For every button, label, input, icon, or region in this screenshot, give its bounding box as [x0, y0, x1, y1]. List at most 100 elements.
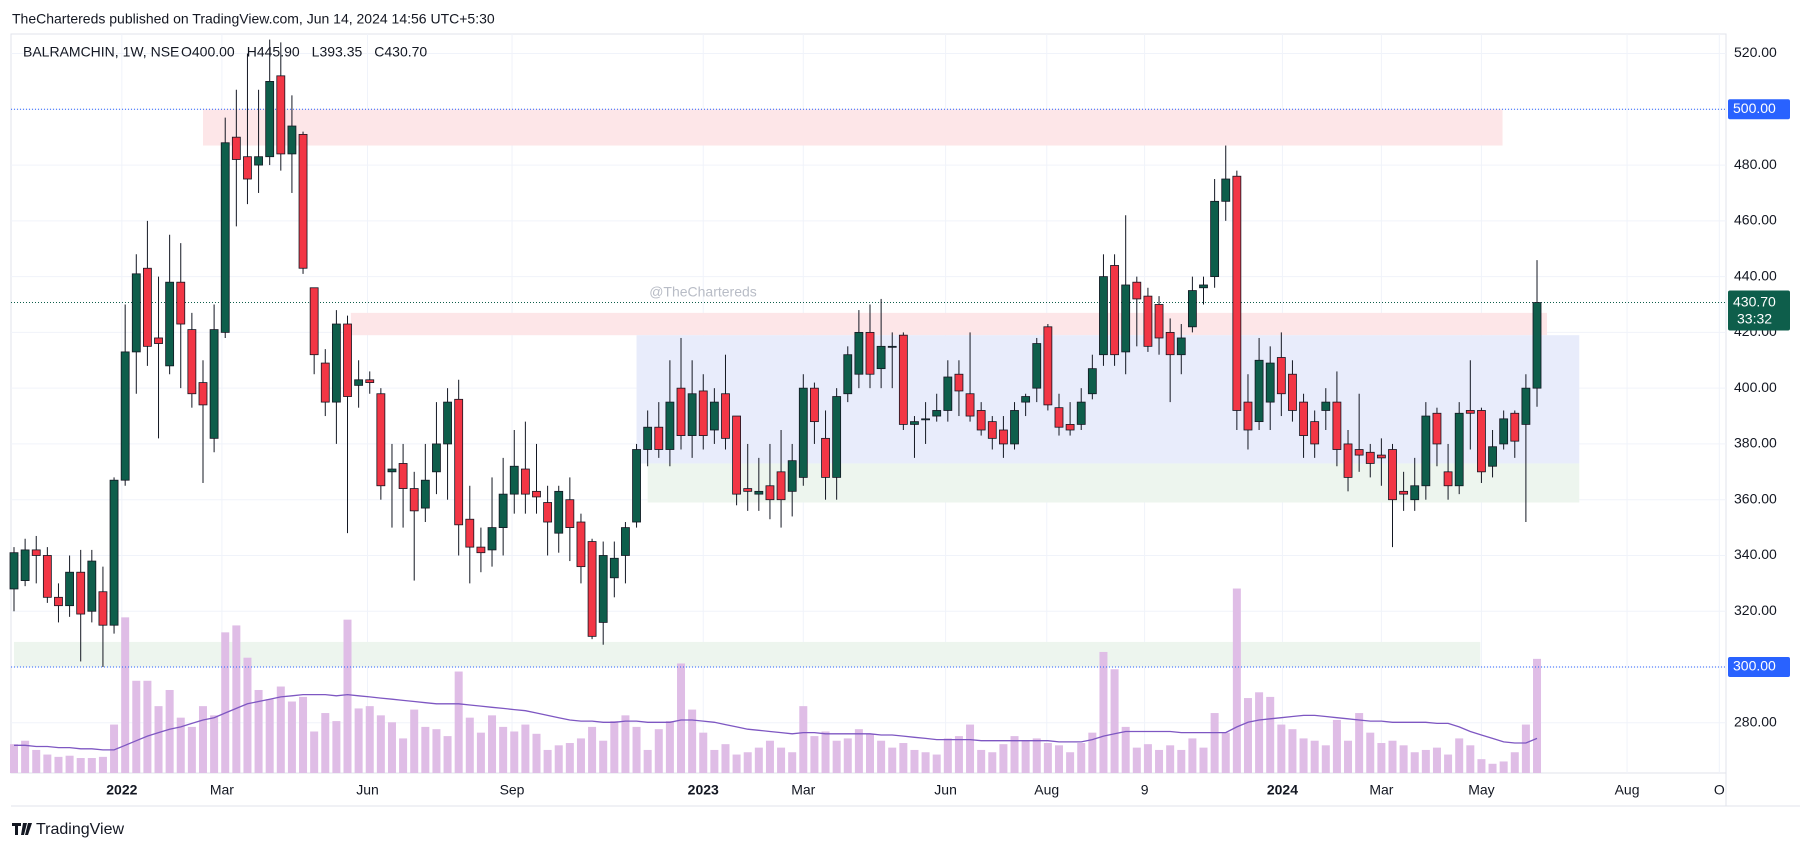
- candle-body: [1332, 401, 1342, 450]
- volume-bar: [732, 754, 741, 773]
- candle-body: [932, 410, 942, 417]
- candle-body: [498, 493, 508, 528]
- volume-bar: [476, 732, 485, 773]
- candle-body: [1354, 449, 1364, 456]
- candle-body: [298, 133, 308, 269]
- volume-bar: [1221, 732, 1230, 773]
- volume-bar: [610, 721, 619, 773]
- x-tick-label: Mar: [791, 782, 815, 798]
- volume-bar: [576, 738, 585, 773]
- x-tick-label: Mar: [1369, 782, 1393, 798]
- volume-bar: [1088, 732, 1097, 773]
- volume-bar: [1521, 724, 1530, 773]
- volume-bar: [1455, 738, 1464, 773]
- volume-bar: [754, 747, 763, 773]
- volume-bar: [1366, 732, 1375, 773]
- candle-body: [1299, 401, 1308, 436]
- y-tick-label: 460.00: [1734, 212, 1777, 228]
- candle-body: [1076, 401, 1086, 425]
- volume-bar: [9, 744, 19, 773]
- volume-bar: [1510, 752, 1519, 773]
- candle-body: [1399, 490, 1409, 495]
- candle-body: [420, 479, 430, 509]
- volume-bar: [32, 749, 41, 773]
- volume-bar: [1155, 749, 1164, 773]
- candle-body: [1165, 331, 1175, 356]
- candle-body: [876, 345, 886, 370]
- candle-body: [154, 337, 163, 344]
- candle-body: [632, 449, 641, 523]
- candle-body: [287, 125, 297, 155]
- candle-body: [943, 376, 953, 411]
- candle-body: [98, 591, 108, 626]
- volume-bar: [1533, 658, 1542, 773]
- candle-body: [1432, 412, 1442, 445]
- volume-bar: [87, 758, 96, 773]
- volume-bar: [665, 721, 674, 773]
- candle-body: [898, 334, 908, 425]
- volume-bar: [176, 717, 185, 773]
- candle-body: [65, 571, 74, 607]
- candle-body: [1254, 359, 1264, 423]
- volume-bar: [954, 736, 963, 773]
- volume-bar: [710, 749, 719, 773]
- volume-bar: [721, 744, 730, 773]
- x-tick-label: May: [1468, 782, 1494, 798]
- candle-body: [1510, 412, 1520, 442]
- candle-body: [1499, 418, 1509, 445]
- volume-bar: [554, 745, 563, 773]
- candle-body: [1043, 326, 1053, 406]
- volume-bar: [1232, 588, 1241, 773]
- candle-body: [698, 390, 708, 436]
- candle-body: [765, 485, 775, 501]
- candle-body: [1376, 454, 1386, 459]
- volume-bar: [43, 754, 52, 773]
- volume-bar: [1021, 740, 1030, 773]
- volume-bar: [232, 625, 241, 773]
- volume-bar: [1344, 740, 1353, 773]
- volume-bar: [1077, 743, 1086, 773]
- x-tick-label: 2022: [106, 782, 137, 798]
- volume-bar: [1299, 738, 1308, 773]
- candle-body: [365, 379, 375, 383]
- volume-bar: [1121, 726, 1130, 773]
- volume-bar: [932, 754, 941, 773]
- y-tick-label: 280.00: [1734, 714, 1777, 730]
- volume-bar: [1432, 747, 1441, 773]
- volume-bar: [387, 722, 396, 773]
- volume-bar: [465, 717, 474, 773]
- level-label: 500.00: [1733, 100, 1776, 116]
- volume-bar: [1132, 747, 1141, 773]
- candle-body: [643, 426, 653, 450]
- volume-bar: [966, 724, 975, 773]
- x-tick-label: Sep: [500, 782, 525, 798]
- volume-bar: [76, 758, 85, 773]
- price-zone: [647, 463, 1580, 503]
- level-badge: [1728, 657, 1790, 678]
- candle-body: [887, 345, 897, 348]
- y-tick-label: 360.00: [1734, 490, 1777, 506]
- price-zone: [202, 109, 1503, 146]
- candle-body: [598, 555, 608, 623]
- candle-body: [1121, 284, 1131, 353]
- volume-bar: [432, 729, 441, 773]
- volume-bar: [854, 729, 863, 773]
- candle-body: [687, 393, 697, 436]
- volume-bar: [1188, 738, 1197, 773]
- volume-bar: [1210, 713, 1219, 773]
- y-tick-label: 340.00: [1734, 546, 1777, 562]
- candle-body: [565, 499, 575, 528]
- candle-body: [810, 387, 819, 423]
- volume-bar: [899, 743, 908, 773]
- candle-body: [42, 555, 52, 598]
- candle-body: [543, 502, 553, 523]
- volume-bar: [1177, 749, 1186, 773]
- volume-bar: [98, 756, 107, 773]
- volume-bar: [54, 756, 63, 773]
- candle-body: [243, 156, 252, 180]
- candle-body: [409, 488, 419, 512]
- x-tick-label: Aug: [1034, 782, 1059, 798]
- candle-body: [1199, 284, 1208, 289]
- candle-body: [31, 549, 41, 556]
- candle-body: [143, 267, 152, 347]
